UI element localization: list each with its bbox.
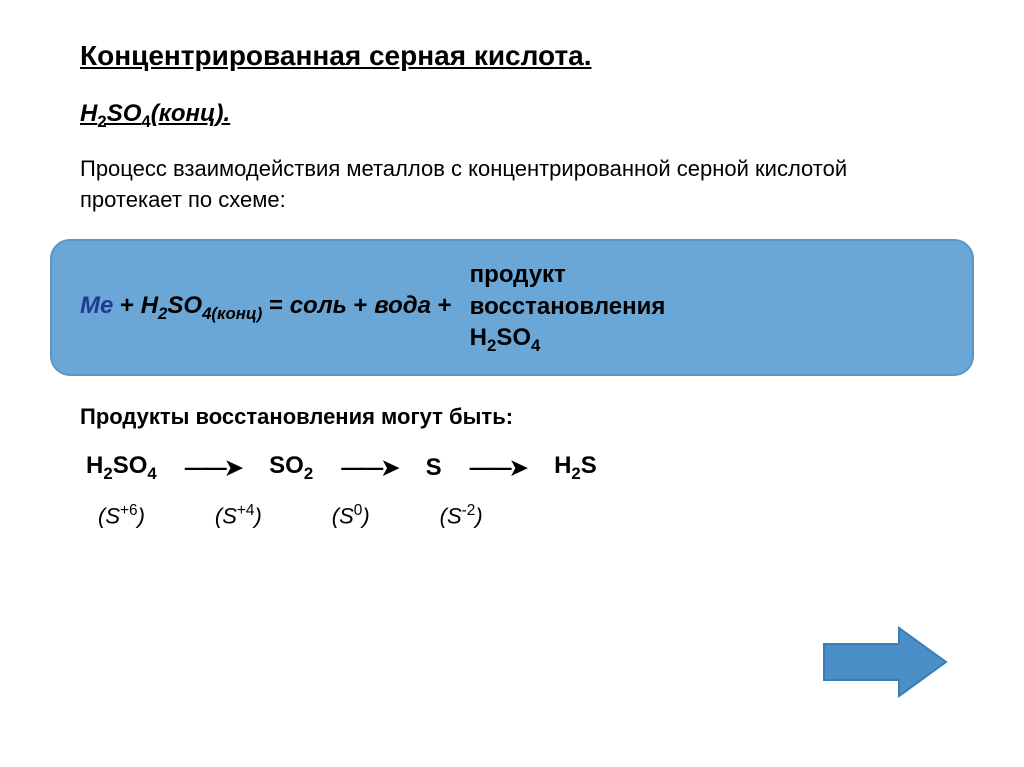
next-arrow-button[interactable] [814, 622, 954, 707]
formula-heading: H2SO4(конц). [80, 100, 944, 132]
chain-item: S [426, 454, 442, 482]
chain-item: H2SO4 [86, 452, 157, 484]
state-item: (S0) [332, 502, 370, 529]
reduction-chain: H2SO4 ——➤ SO2 ——➤ S ——➤ H2S [86, 452, 944, 484]
state-item: (S+6) [98, 502, 145, 529]
scheme-right: продуктвосстановленияH2SO4 [470, 259, 666, 356]
products-label: Продукты восстановления могут быть: [80, 404, 944, 430]
chain-item: H2S [554, 452, 597, 484]
page-title: Концентрированная серная кислота. [80, 40, 944, 72]
chain-item: SO2 [269, 452, 313, 484]
arrow-right-icon [824, 628, 946, 696]
state-item: (S+4) [215, 502, 262, 529]
arrow-icon: ——➤ [185, 455, 241, 481]
description-text: Процесс взаимодействия металлов с концен… [80, 154, 944, 216]
arrow-icon: ——➤ [341, 455, 397, 481]
arrow-icon: ——➤ [470, 455, 526, 481]
scheme-left: Me + H2SO4(конц) = соль + вода + [80, 292, 452, 324]
oxidation-states: (S+6) (S+4) (S0) (S-2) [98, 502, 944, 529]
state-item: (S-2) [440, 502, 483, 529]
reaction-scheme-box: Me + H2SO4(конц) = соль + вода + продукт… [50, 239, 974, 376]
